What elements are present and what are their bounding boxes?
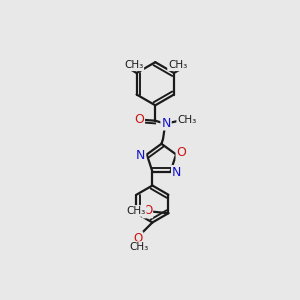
Text: CH₃: CH₃: [177, 115, 196, 125]
Text: N: N: [136, 149, 145, 162]
Text: CH₃: CH₃: [129, 242, 148, 252]
Text: O: O: [133, 232, 142, 245]
Text: CH₃: CH₃: [168, 60, 187, 70]
Text: O: O: [134, 113, 144, 126]
Text: O: O: [143, 204, 152, 218]
Text: N: N: [172, 166, 181, 179]
Text: N: N: [161, 116, 171, 130]
Text: O: O: [176, 146, 186, 159]
Text: CH₃: CH₃: [126, 206, 146, 216]
Text: CH₃: CH₃: [124, 60, 143, 70]
